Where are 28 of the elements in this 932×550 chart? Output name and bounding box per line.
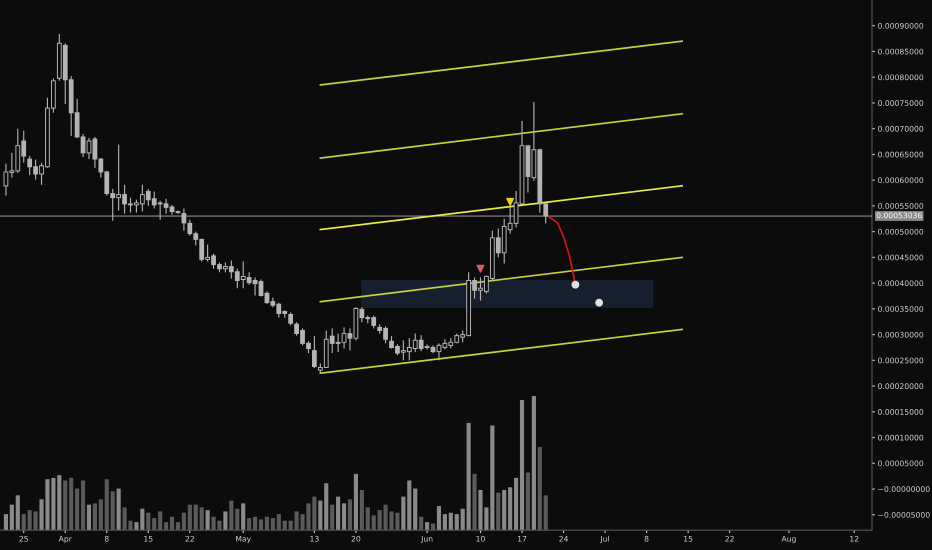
- bar: [4, 514, 8, 530]
- bar: [241, 503, 246, 530]
- bar: [354, 474, 358, 530]
- candlestick: [288, 312, 294, 326]
- bar: [206, 510, 210, 530]
- bar: [86, 504, 92, 530]
- bar: [116, 488, 121, 530]
- bar: [39, 499, 44, 530]
- bar: [223, 511, 228, 530]
- bar: [532, 396, 536, 530]
- bar: [442, 514, 447, 530]
- bar: [342, 503, 346, 530]
- bar: [520, 400, 524, 530]
- bar: [425, 522, 430, 530]
- bar: [140, 508, 144, 530]
- point: [506, 198, 514, 206]
- point: [595, 298, 604, 307]
- bar: [134, 522, 139, 530]
- bar: [490, 426, 494, 530]
- bar: [436, 506, 442, 530]
- bar: [478, 490, 483, 530]
- bar: [45, 479, 50, 530]
- candlestick: [312, 336, 317, 369]
- point: [571, 280, 580, 289]
- bar: [336, 496, 340, 530]
- point: [476, 264, 484, 273]
- bar: [514, 478, 518, 530]
- bar: [484, 507, 488, 530]
